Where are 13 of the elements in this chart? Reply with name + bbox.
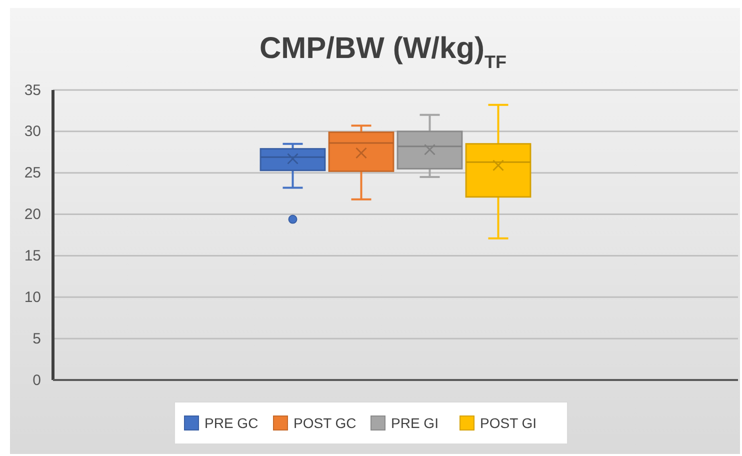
legend-label: PRE GI	[391, 415, 438, 431]
legend-label: POST GC	[294, 415, 356, 431]
y-tick-label: 10	[24, 288, 41, 306]
y-tick-label: 0	[32, 372, 41, 389]
y-tick-label: 5	[32, 330, 41, 348]
legend-label: POST GI	[480, 415, 537, 431]
y-tick-label: 20	[24, 206, 41, 224]
chart-title: CMP/BW (W/kg)$_{TF}$	[260, 32, 506, 72]
y-tick-label: 35	[24, 82, 41, 99]
y-tick-label: 30	[24, 123, 41, 140]
legend-label: PRE GC	[204, 415, 258, 431]
y-tick-label: 15	[24, 248, 41, 265]
y-tick-label: 25	[24, 164, 41, 182]
